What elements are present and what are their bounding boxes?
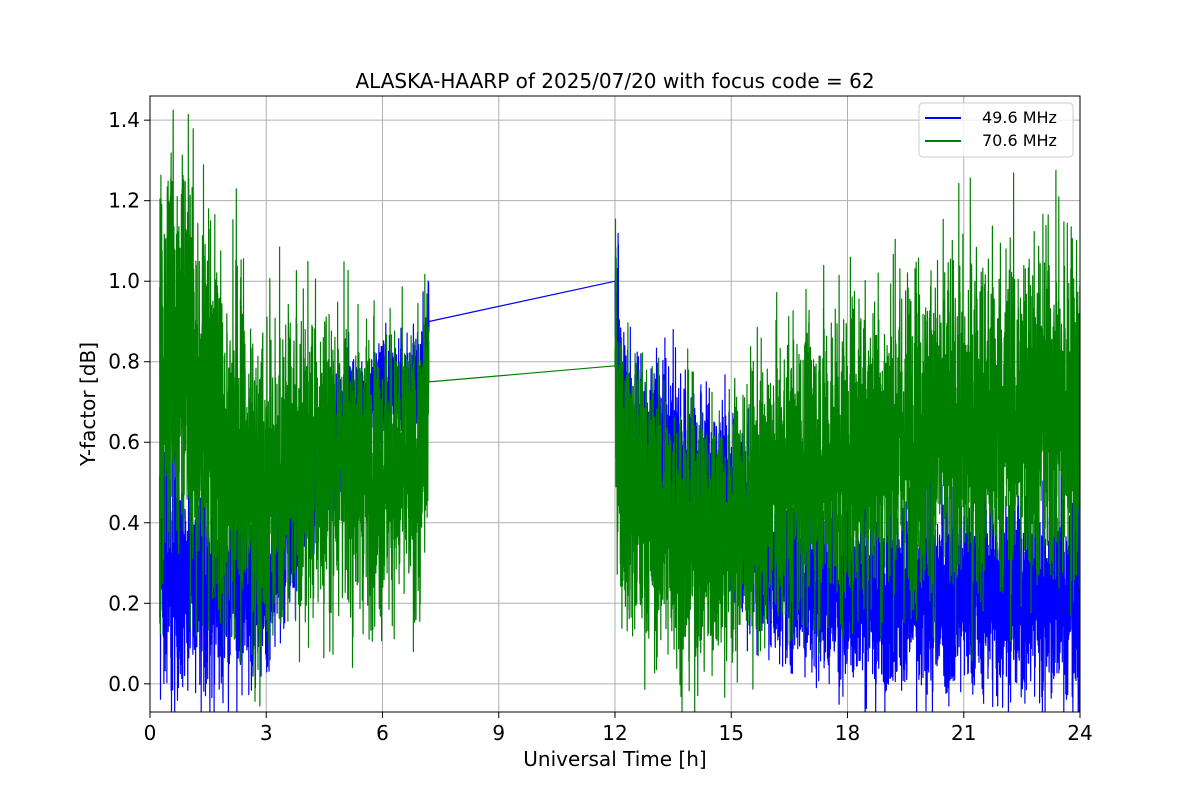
x-tick-label: 0	[144, 721, 157, 745]
x-axis: 0 3 6 9 12 15 18 21 24	[144, 712, 1093, 745]
y-tick-label: 0.0	[108, 672, 140, 696]
series-layer	[159, 109, 1080, 712]
x-tick-label: 24	[1067, 721, 1092, 745]
y-tick-label: 1.0	[108, 269, 140, 293]
x-tick-label: 18	[835, 721, 860, 745]
x-tick-label: 21	[951, 721, 976, 745]
x-tick-label: 15	[719, 721, 744, 745]
chart-title: ALASKA-HAARP of 2025/07/20 with focus co…	[355, 69, 874, 93]
legend-label-70-6-mhz: 70.6 MHz	[982, 131, 1057, 150]
y-axis-title: Y-factor [dB]	[76, 342, 100, 467]
x-tick-label: 12	[602, 721, 627, 745]
y-tick-label: 0.2	[108, 591, 140, 615]
y-tick-label: 0.4	[108, 511, 140, 535]
legend: 49.6 MHz 70.6 MHz	[918, 102, 1074, 158]
y-tick-label: 0.6	[108, 430, 140, 454]
x-tick-label: 6	[376, 721, 389, 745]
y-axis: 0.0 0.2 0.4 0.6 0.8 1.0 1.2 1.4	[108, 108, 150, 696]
legend-label-49-6-mhz: 49.6 MHz	[982, 108, 1057, 127]
x-tick-label: 3	[260, 721, 273, 745]
y-tick-label: 1.2	[108, 189, 140, 213]
y-tick-label: 0.8	[108, 350, 140, 374]
x-tick-label: 9	[492, 721, 505, 745]
legend-box	[918, 102, 1074, 158]
y-tick-label: 1.4	[108, 108, 140, 132]
series-line-70-6-mhz	[159, 109, 1080, 712]
x-axis-title: Universal Time [h]	[523, 747, 706, 771]
